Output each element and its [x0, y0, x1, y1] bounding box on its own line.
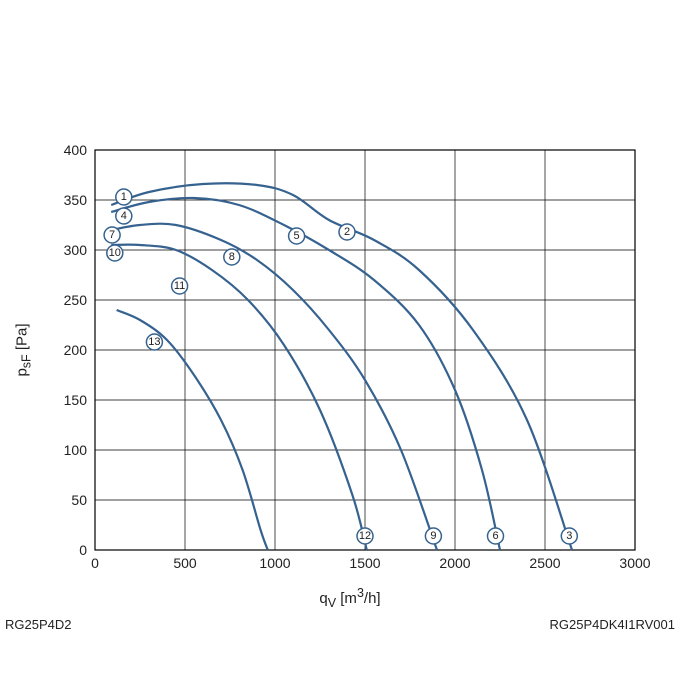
svg-text:0: 0	[79, 542, 87, 558]
svg-text:1500: 1500	[349, 555, 380, 570]
point-marker-12: 12	[357, 528, 373, 544]
point-marker-8: 8	[224, 249, 240, 265]
point-marker-1: 1	[116, 189, 132, 205]
svg-text:1000: 1000	[259, 555, 290, 570]
svg-text:1: 1	[121, 191, 127, 203]
y-axis-label: psF [Pa]	[14, 323, 34, 376]
point-marker-10: 10	[107, 245, 123, 261]
svg-text:250: 250	[64, 292, 88, 308]
point-marker-5: 5	[289, 228, 305, 244]
point-marker-6: 6	[488, 528, 504, 544]
svg-text:3000: 3000	[619, 555, 650, 570]
svg-text:7: 7	[109, 229, 115, 241]
svg-text:5: 5	[294, 230, 300, 242]
fan-performance-chart: psF [Pa] qV [m3/h] RG25P4D2 RG25P4DK4I1R…	[45, 130, 655, 570]
svg-text:8: 8	[229, 251, 235, 263]
svg-text:4: 4	[121, 210, 127, 222]
point-marker-13: 13	[146, 334, 162, 350]
svg-text:10: 10	[109, 247, 121, 259]
footer-code-left: RG25P4D2	[5, 617, 71, 632]
svg-text:150: 150	[64, 392, 88, 408]
svg-text:200: 200	[64, 342, 88, 358]
svg-text:11: 11	[174, 280, 185, 292]
point-marker-9: 9	[425, 528, 441, 544]
svg-text:12: 12	[359, 530, 371, 542]
point-marker-7: 7	[104, 227, 120, 243]
svg-text:9: 9	[430, 530, 436, 542]
svg-text:2500: 2500	[529, 555, 560, 570]
svg-text:300: 300	[64, 242, 88, 258]
point-marker-4: 4	[116, 208, 132, 224]
svg-text:6: 6	[492, 530, 498, 542]
svg-text:100: 100	[64, 442, 88, 458]
point-marker-11: 11	[172, 278, 188, 294]
svg-text:400: 400	[64, 142, 88, 158]
svg-text:350: 350	[64, 192, 88, 208]
point-marker-2: 2	[339, 224, 355, 240]
point-marker-3: 3	[561, 528, 577, 544]
svg-text:500: 500	[173, 555, 197, 570]
chart-svg: 0 500 1000 1500 2000 2500 3000 0 50 100 150 200 250 3…	[45, 130, 655, 570]
svg-text:13: 13	[148, 336, 160, 348]
svg-text:2: 2	[344, 226, 350, 238]
footer-code-right: RG25P4DK4I1RV001	[549, 617, 675, 632]
x-axis-label: qV [m3/h]	[319, 586, 380, 610]
svg-text:0: 0	[91, 555, 99, 570]
svg-text:50: 50	[71, 492, 87, 508]
svg-text:3: 3	[566, 530, 572, 542]
svg-text:2000: 2000	[439, 555, 470, 570]
